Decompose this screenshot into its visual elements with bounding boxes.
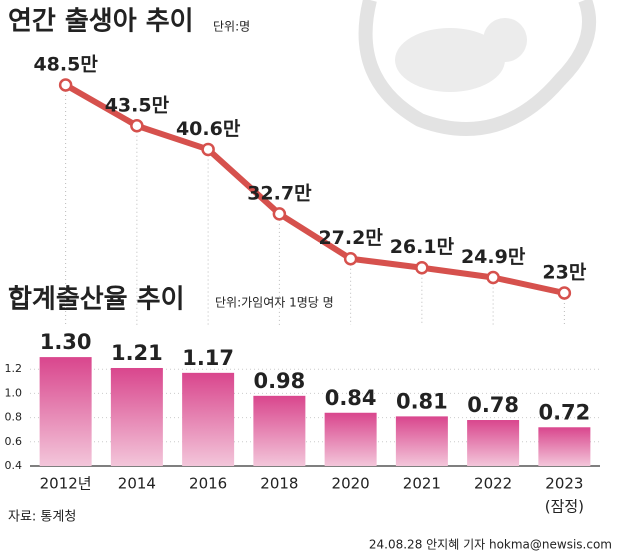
bar-title: 합계출산율 추이 [8,285,185,315]
bar-value-label: 0.72 [538,400,590,424]
y-tick-label: 1.0 [5,386,23,399]
bar-value-label: 0.78 [467,393,519,417]
bar [39,357,92,466]
point-value-label: 27.2만 [318,227,383,249]
x-tick-label: 2014 [118,475,156,493]
line-title: 연간 출생아 추이 [8,7,194,37]
x-tick-label: 2012년 [40,475,92,493]
point-value-label: 32.7만 [247,182,312,204]
line-unit: 단위:명 [213,20,250,34]
y-tick-label: 0.6 [5,435,23,448]
point [557,286,572,300]
y-tick-label: 0.4 [5,459,23,472]
bar-unit: 단위:가임여자 1명당 명 [215,296,334,310]
bar-value-label: 1.30 [40,330,92,354]
x-tick-label: 2023 [545,475,583,493]
bar [467,420,520,466]
x-tick-note: (잠정) [545,498,584,516]
point [486,270,500,285]
bar-value-label: 1.17 [182,346,234,370]
bar [110,367,163,466]
source: 자료: 통계청 [8,510,76,525]
bar-value-label: 1.21 [111,341,163,365]
bar [253,395,306,466]
point-value-label: 26.1만 [390,236,455,258]
x-tick-label: 2022 [474,475,512,493]
line [64,82,566,296]
bar [395,416,448,466]
point [201,142,215,157]
x-tick-label: 2018 [260,475,298,493]
point-value-label: 24.9만 [461,246,526,268]
bar [182,372,235,466]
credit: 24.08.28 안지혜 기자 hokma@newsis.com [369,538,612,552]
x-tick-label: 2016 [189,475,227,493]
illustration [358,0,597,136]
point [343,251,358,266]
point [415,260,429,275]
bar [324,412,377,466]
bar-value-label: 0.81 [396,389,448,413]
y-tick-label: 0.8 [5,411,23,424]
point [272,207,287,221]
point-value-label: 23만 [542,262,586,284]
bar [538,427,591,466]
point-value-label: 48.5만 [33,54,98,76]
point [58,78,73,92]
point-value-label: 43.5만 [105,94,170,116]
point [130,119,144,133]
y-tick-label: 1.2 [5,362,23,375]
bar-value-label: 0.98 [253,369,305,393]
x-tick-label: 2020 [332,475,370,493]
x-tick-label: 2021 [403,475,441,493]
point-value-label: 40.6만 [176,118,241,140]
bar-value-label: 0.84 [325,386,377,410]
